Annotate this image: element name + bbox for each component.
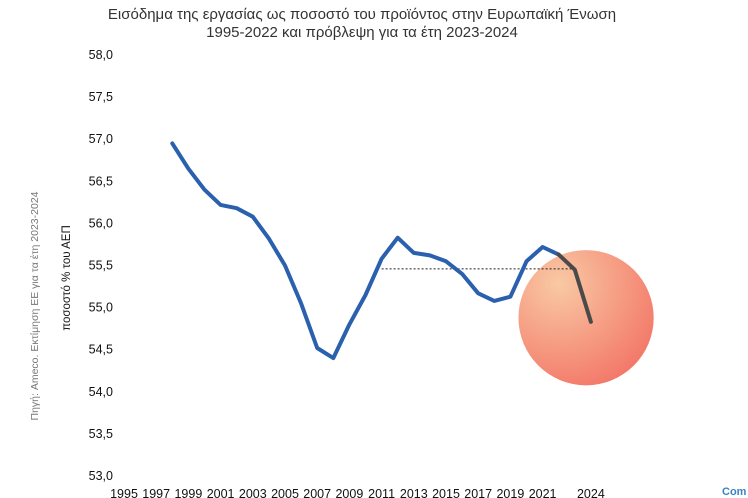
series-line-forecast bbox=[556, 252, 593, 324]
highlight-circle bbox=[518, 250, 654, 386]
y-tick-label: 57,5 bbox=[89, 90, 113, 104]
x-tick-label: 1995 bbox=[110, 487, 138, 498]
y-tick-label: 53,0 bbox=[89, 469, 113, 483]
y-tick-label: 55,0 bbox=[89, 301, 113, 315]
x-tick-labels: 1995 1997 1999 2001 2003 2005 2007 2009 2011 2013… bbox=[110, 487, 605, 498]
x-tick-label: 1999 bbox=[174, 487, 202, 498]
chart-title-line-1: Εισόδημα της εργασίας ως ποσοστό του προ… bbox=[108, 6, 616, 23]
y-tick-label: 56,0 bbox=[89, 216, 113, 230]
y-tick-label: 53,5 bbox=[89, 427, 113, 441]
x-tick-label: 2003 bbox=[239, 487, 267, 498]
x-tick-label: 2005 bbox=[271, 487, 299, 498]
x-tick-label: 2015 bbox=[432, 487, 460, 498]
y-axis-label: ποσοστό % του ΑΕΠ bbox=[61, 225, 73, 331]
y-tick-label: 58,0 bbox=[89, 48, 113, 62]
plot-area bbox=[170, 141, 654, 386]
chart-title-line-2: 1995-2022 και πρόβλεψη για τα έτη 2023-2… bbox=[206, 24, 518, 41]
y-tick-label: 56,5 bbox=[89, 174, 113, 188]
x-tick-label: 1997 bbox=[142, 487, 170, 498]
x-tick-label: 2021 bbox=[529, 487, 557, 498]
x-tick-label: 2024 bbox=[577, 487, 605, 498]
x-tick-label: 2007 bbox=[303, 487, 331, 498]
y-tick-label: 54,0 bbox=[89, 385, 113, 399]
x-tick-label: 2019 bbox=[496, 487, 524, 498]
y-tick-label: 54,5 bbox=[89, 343, 113, 357]
series-line-actual bbox=[170, 141, 561, 361]
x-tick-label: 2001 bbox=[207, 487, 235, 498]
x-tick-label: 2009 bbox=[335, 487, 363, 498]
y-tick-labels: 53,0 53,5 54,0 54,5 55,0 55,5 56,0 56,5 57,0 57,5… bbox=[89, 48, 113, 483]
x-tick-label: 2011 bbox=[368, 487, 395, 498]
corner-text: Com bbox=[722, 486, 747, 498]
x-tick-label: 2017 bbox=[464, 487, 492, 498]
y-tick-label: 57,0 bbox=[89, 132, 113, 146]
source-note: Πηγή: Ameco. Εκτίμηση ΕΕ για τα έτη 2023… bbox=[29, 191, 41, 420]
y-tick-label: 55,5 bbox=[89, 259, 113, 273]
x-tick-label: 2013 bbox=[400, 487, 428, 498]
